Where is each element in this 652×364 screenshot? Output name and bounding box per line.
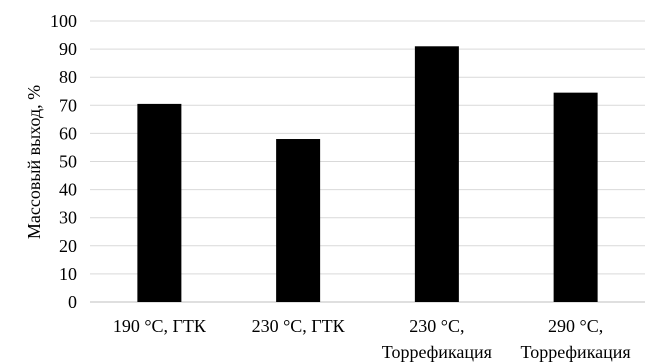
x-category-label: Торрефикация xyxy=(521,342,631,362)
grid-lines xyxy=(90,20,645,303)
y-tick-label: 90 xyxy=(59,39,77,59)
x-category-label: 230 °C, ГТК xyxy=(252,316,346,336)
y-tick-label: 20 xyxy=(59,236,77,256)
bar xyxy=(137,103,182,303)
bar xyxy=(553,92,598,302)
y-tick-label: 60 xyxy=(59,123,77,143)
y-tick-label: 30 xyxy=(59,208,77,228)
x-category-label: Торрефикация xyxy=(382,342,492,362)
x-category-label: 290 °C, xyxy=(548,316,603,336)
y-tick-label: 70 xyxy=(59,95,77,115)
bars xyxy=(137,46,598,303)
x-category-label: 230 °C, xyxy=(409,316,464,336)
bar xyxy=(414,46,459,302)
y-tick-label: 50 xyxy=(59,152,77,172)
y-tick-label: 100 xyxy=(50,11,77,31)
bar xyxy=(276,139,321,302)
x-axis-categories: 190 °C, ГТК 230 °C, ГТК 230 °C, Торрефикаци… xyxy=(113,316,631,362)
y-tick-label: 40 xyxy=(59,180,77,200)
y-axis-ticks: 0 10 20 30 40 50 60 70 80 90 100 xyxy=(50,11,77,312)
y-tick-label: 80 xyxy=(59,67,77,87)
y-tick-label: 10 xyxy=(59,264,77,284)
y-axis-label: Массовый выход, % xyxy=(24,85,44,239)
x-category-label: 190 °C, ГТК xyxy=(113,316,207,336)
y-tick-label: 0 xyxy=(68,292,77,312)
